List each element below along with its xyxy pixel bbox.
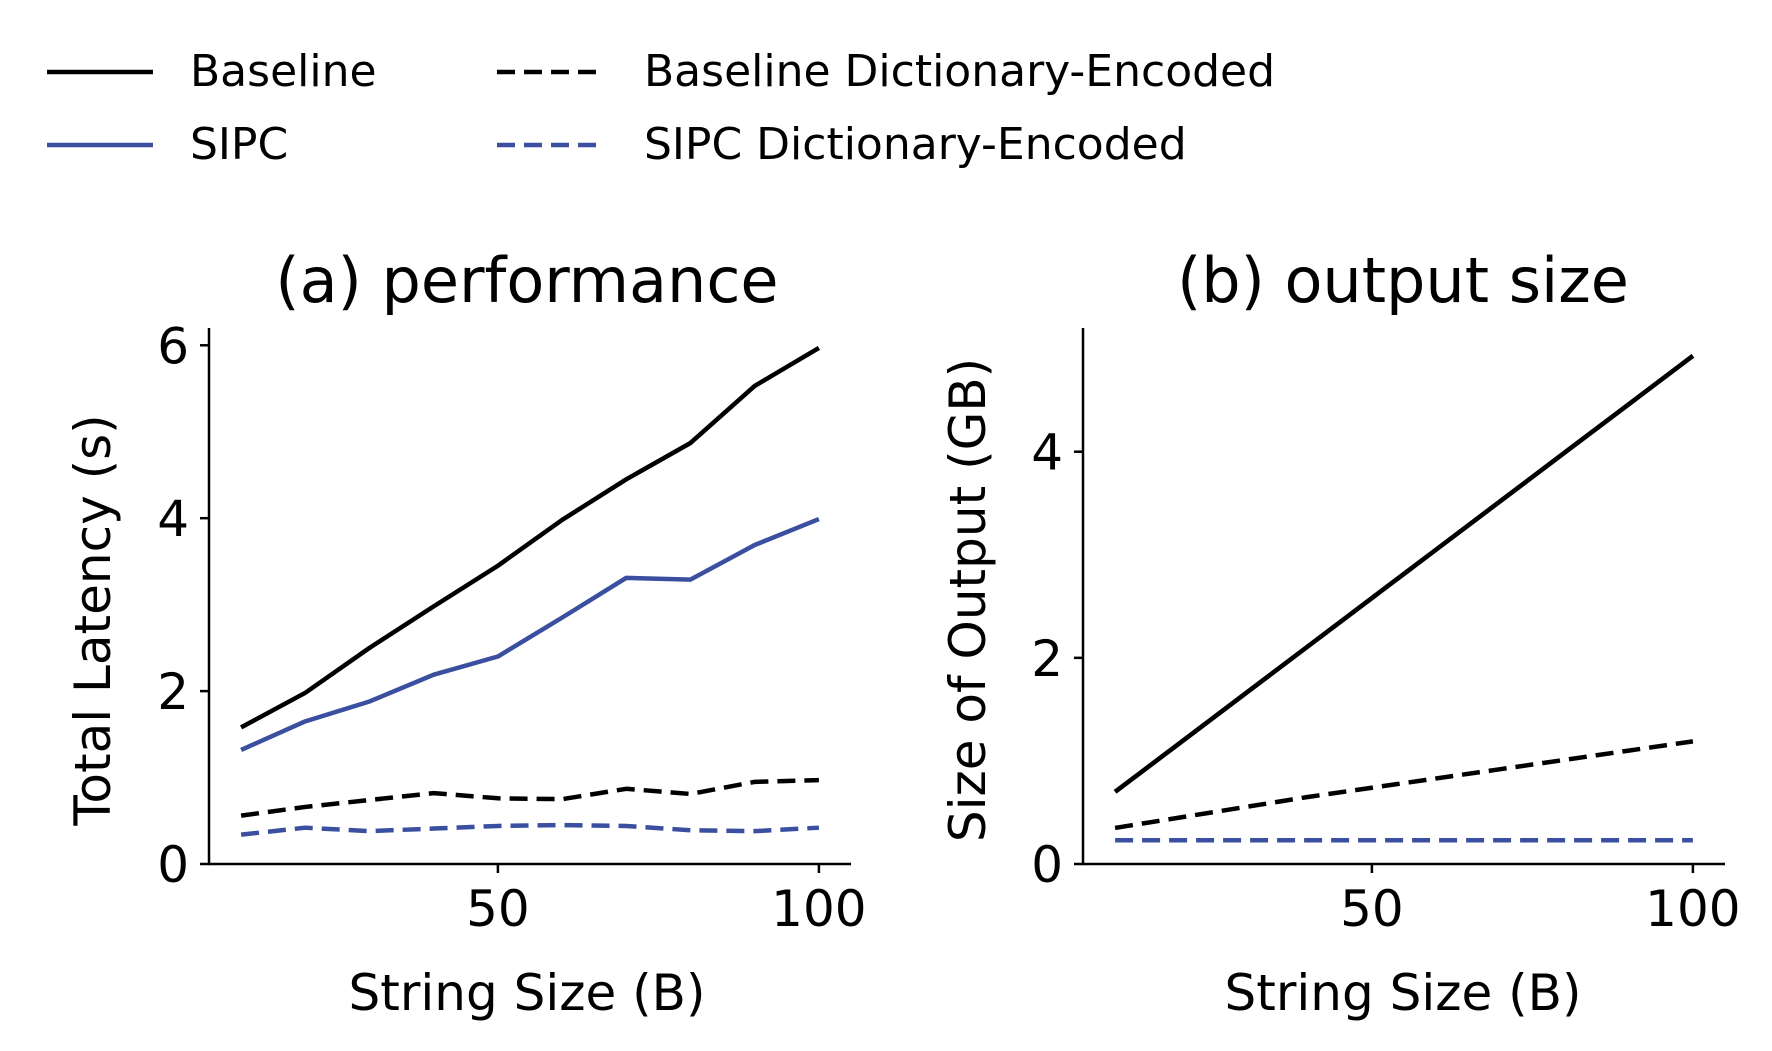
panel-a-x-tick-label: 100 [771, 880, 866, 938]
panel-b-title: (b) output size [1177, 244, 1629, 317]
legend-item-baseline: Baseline [47, 46, 377, 97]
panel-a-series-sipc [240, 516, 820, 752]
panel-b-lines [1113, 354, 1695, 843]
panel-a-series-baseline [240, 345, 821, 730]
legend-label-sipc: SIPC [190, 119, 288, 170]
legend-label-sipc-dict: SIPC Dictionary-Encoded [644, 119, 1187, 170]
panel-a-title: (a) performance [275, 244, 778, 317]
panel-b-x-tick-label: 50 [1340, 880, 1404, 938]
panel-a-series-sipc-dictionary-encoded [240, 822, 820, 837]
panel-a-x-label: String Size (B) [349, 964, 706, 1022]
legend-label-baseline-dict: Baseline Dictionary-Encoded [644, 46, 1275, 97]
panel-a-y-tick-label: 6 [157, 317, 189, 375]
panel-a-y-tick-label: 2 [157, 663, 189, 721]
panel-a-y-tick-label: 0 [157, 836, 189, 894]
panel-a-y-label: Total Latency (s) [64, 414, 122, 826]
legend-item-baseline-dict: Baseline Dictionary-Encoded [497, 46, 1275, 97]
panel-performance: (a) performance Total Latency (s) String… [64, 244, 867, 1022]
legend-label-baseline: Baseline [190, 46, 377, 97]
legend: Baseline Baseline Dictionary-Encoded SIP… [47, 46, 1275, 170]
panel-b-series-baseline-dictionary-encoded [1114, 739, 1694, 831]
panel-a-x-tick-label: 50 [466, 880, 530, 938]
panel-a-lines [240, 345, 821, 837]
panel-b-series-baseline [1113, 354, 1695, 794]
panel-b-y-tick-label: 2 [1031, 630, 1063, 688]
panel-b-x-label: String Size (B) [1225, 964, 1582, 1022]
panel-b-y-label: Size of Output (GB) [939, 358, 997, 842]
panel-a-ticks: 0 2 4 6 50 100 [157, 317, 866, 938]
panel-output-size: (b) output size Size of Output (GB) Stri… [939, 244, 1741, 1022]
panel-b-x-tick-label: 100 [1645, 880, 1740, 938]
panel-b-ticks: 0 2 4 50 100 [1031, 424, 1740, 938]
legend-item-sipc-dict: SIPC Dictionary-Encoded [497, 119, 1187, 170]
panel-b-y-tick-label: 4 [1031, 424, 1063, 482]
panel-a-y-tick-label: 4 [157, 490, 189, 548]
panel-b-y-tick-label: 0 [1031, 836, 1063, 894]
panel-a-series-baseline-dictionary-encoded [240, 777, 819, 818]
legend-item-sipc: SIPC [47, 119, 288, 170]
